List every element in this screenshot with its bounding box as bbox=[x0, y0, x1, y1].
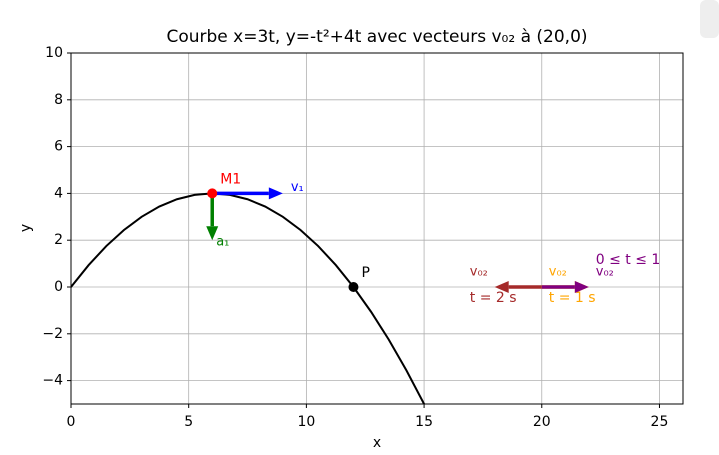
point-label: M1 bbox=[220, 171, 241, 187]
x-tick-label: 10 bbox=[297, 414, 315, 430]
chart-title: Courbe x=3t, y=-t²+4t avec vecteurs v₀₂ … bbox=[166, 27, 587, 47]
vector bbox=[212, 187, 283, 200]
x-tick-label: 20 bbox=[533, 414, 551, 430]
y-tick-label: −4 bbox=[42, 373, 63, 389]
point bbox=[207, 188, 218, 199]
vector bbox=[541, 281, 589, 293]
point-label: P bbox=[361, 265, 369, 281]
vector-note: t = 2 s bbox=[470, 290, 517, 306]
y-tick-label: 2 bbox=[54, 232, 63, 248]
y-tick-label: 4 bbox=[54, 185, 63, 201]
x-tick-label: 15 bbox=[415, 414, 433, 430]
vector-label: v₁ bbox=[291, 180, 304, 195]
y-tick-label: 10 bbox=[45, 45, 63, 61]
y-axis-label: y bbox=[18, 224, 34, 232]
y-tick-label: 8 bbox=[54, 92, 63, 108]
vector-note: t = 1 s bbox=[549, 290, 596, 306]
y-tick-label: 0 bbox=[54, 279, 63, 295]
plot-frame bbox=[70, 52, 684, 405]
vector-label: a₁ bbox=[216, 235, 229, 250]
scroll-tab bbox=[700, 0, 719, 38]
x-tick-label: 0 bbox=[67, 414, 76, 430]
vector-label: v₀₂ bbox=[470, 265, 488, 280]
x-tick-label: 25 bbox=[651, 414, 669, 430]
y-tick-label: −2 bbox=[42, 326, 63, 342]
curve bbox=[71, 192, 425, 404]
vector bbox=[494, 281, 542, 293]
vector-label: v₀₂ bbox=[549, 265, 567, 280]
vector-label: v₀₂ bbox=[596, 265, 614, 280]
vector bbox=[206, 193, 219, 241]
x-axis-label: x bbox=[373, 435, 381, 451]
y-tick-label: 6 bbox=[54, 139, 63, 155]
point bbox=[348, 282, 359, 292]
x-tick-label: 5 bbox=[184, 414, 193, 430]
vector-note: 0 ≤ t ≤ 1 bbox=[596, 252, 661, 268]
